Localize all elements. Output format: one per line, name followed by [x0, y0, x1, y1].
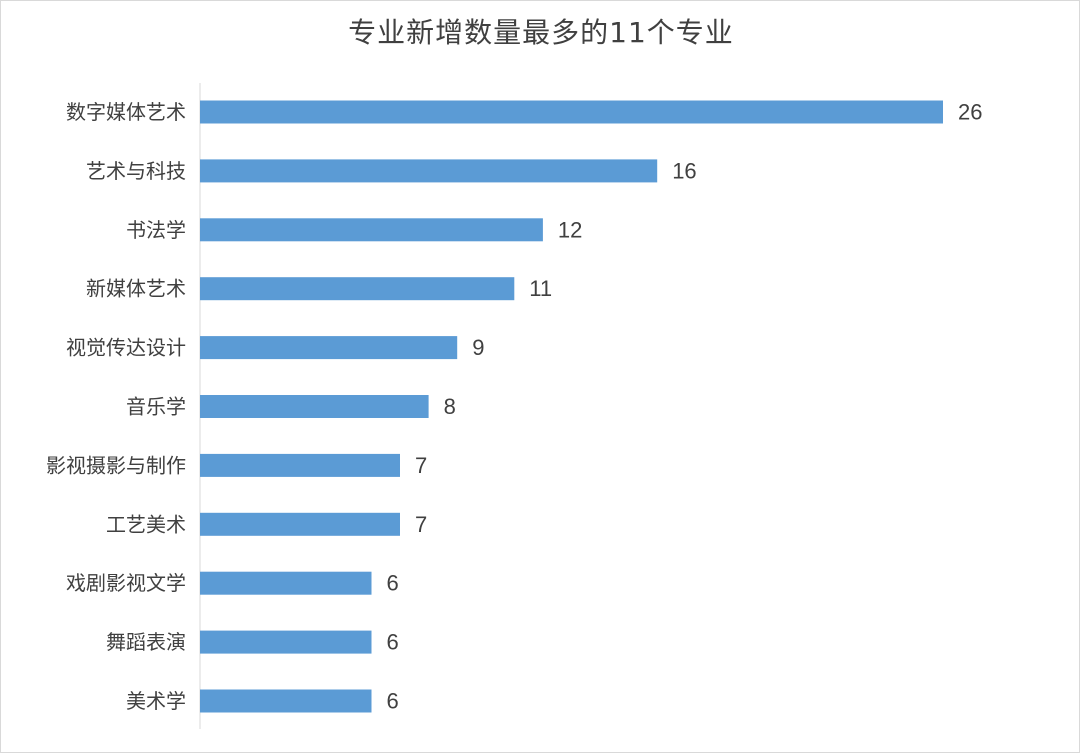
value-label: 8 [444, 394, 456, 419]
category-label: 工艺美术 [106, 512, 186, 536]
category-label: 数字媒体艺术 [66, 100, 186, 124]
value-label: 9 [472, 335, 484, 360]
value-label: 16 [672, 158, 696, 183]
category-label: 影视摄影与制作 [46, 453, 186, 477]
value-label: 6 [387, 571, 399, 596]
bar [200, 277, 515, 301]
category-label: 美术学 [126, 689, 186, 713]
category-label: 新媒体艺术 [86, 277, 186, 301]
bar [200, 395, 429, 418]
category-label: 艺术与科技 [86, 159, 186, 183]
bar [200, 159, 658, 183]
chart-title: 专业新增数量最多的11个专业 [348, 16, 734, 49]
category-label: 舞蹈表演 [106, 630, 186, 654]
bar [200, 512, 400, 536]
category-label: 视觉传达设计 [66, 336, 186, 360]
value-label: 6 [387, 689, 399, 714]
bar [200, 689, 372, 713]
value-label: 7 [415, 453, 427, 478]
category-label: 音乐学 [126, 395, 186, 419]
category-label: 书法学 [126, 218, 186, 242]
bar [200, 100, 943, 124]
bar [200, 453, 400, 477]
bar [200, 630, 372, 654]
value-label: 7 [415, 512, 427, 537]
value-label: 26 [958, 100, 982, 125]
category-label: 戏剧影视文学 [66, 571, 186, 595]
value-label: 12 [558, 217, 582, 242]
bar [200, 571, 372, 595]
value-label: 6 [387, 630, 399, 655]
bar [200, 218, 543, 242]
value-label: 11 [529, 276, 552, 301]
bar [200, 336, 458, 360]
